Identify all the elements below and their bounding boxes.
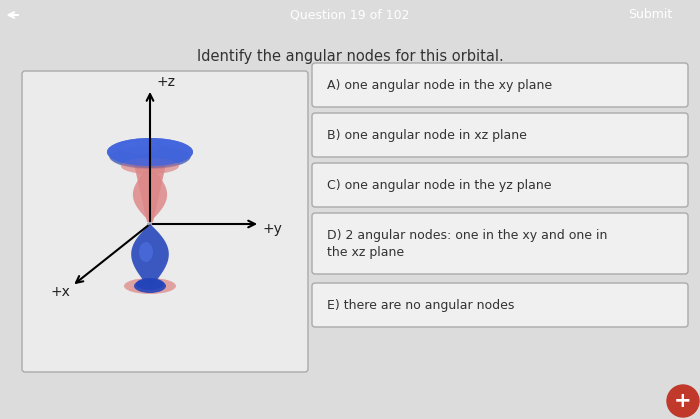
Ellipse shape: [121, 158, 179, 174]
Ellipse shape: [136, 278, 164, 290]
Text: E) there are no angular nodes: E) there are no angular nodes: [327, 298, 514, 311]
Text: Identify the angular nodes for this orbital.: Identify the angular nodes for this orbi…: [197, 49, 503, 64]
Text: +z: +z: [156, 75, 175, 89]
Ellipse shape: [107, 138, 193, 166]
Polygon shape: [134, 164, 166, 222]
Text: +x: +x: [50, 285, 70, 299]
Polygon shape: [133, 166, 167, 222]
FancyBboxPatch shape: [312, 163, 688, 207]
FancyBboxPatch shape: [312, 213, 688, 274]
Ellipse shape: [134, 279, 166, 293]
FancyBboxPatch shape: [312, 63, 688, 107]
Text: +: +: [674, 391, 692, 411]
Text: A) one angular node in the xy plane: A) one angular node in the xy plane: [327, 78, 552, 91]
Text: C) one angular node in the yz plane: C) one angular node in the yz plane: [327, 178, 552, 191]
Ellipse shape: [109, 143, 191, 169]
Ellipse shape: [107, 138, 193, 166]
Text: Submit: Submit: [628, 8, 672, 21]
Ellipse shape: [139, 242, 153, 262]
Text: +y: +y: [263, 222, 283, 236]
Ellipse shape: [120, 142, 160, 154]
Text: Question 19 of 102: Question 19 of 102: [290, 8, 410, 21]
Ellipse shape: [124, 278, 176, 294]
Ellipse shape: [110, 146, 190, 168]
FancyBboxPatch shape: [312, 283, 688, 327]
Text: D) 2 angular nodes: one in the xy and one in
the xz plane: D) 2 angular nodes: one in the xy and on…: [327, 228, 608, 259]
Circle shape: [667, 385, 699, 417]
Polygon shape: [131, 224, 169, 289]
FancyBboxPatch shape: [312, 113, 688, 157]
Ellipse shape: [147, 222, 153, 226]
FancyBboxPatch shape: [22, 71, 308, 372]
Text: B) one angular node in xz plane: B) one angular node in xz plane: [327, 129, 527, 142]
